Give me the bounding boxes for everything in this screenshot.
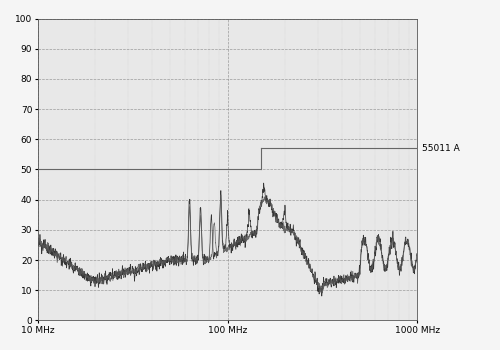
Text: 55011 A: 55011 A	[422, 144, 460, 153]
